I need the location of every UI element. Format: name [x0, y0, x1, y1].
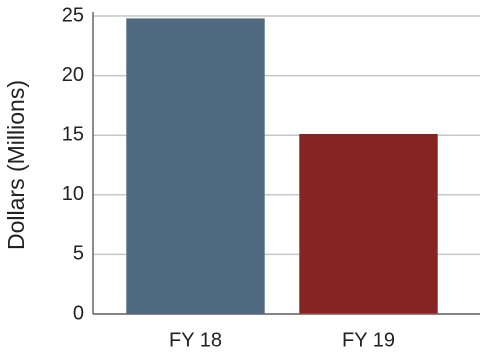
y-tick-label: 10 [62, 183, 84, 205]
y-tick-label: 15 [62, 123, 84, 145]
bar [126, 18, 265, 314]
y-tick-label: 0 [73, 302, 84, 324]
x-tick-label: FY 18 [169, 329, 222, 351]
y-tick-label: 5 [73, 243, 84, 265]
bar [299, 134, 438, 314]
y-axis-label: Dollars (Millions) [3, 80, 29, 250]
y-tick-label: 20 [62, 64, 84, 86]
x-tick-label: FY 19 [342, 329, 395, 351]
y-tick-label: 25 [62, 4, 84, 26]
